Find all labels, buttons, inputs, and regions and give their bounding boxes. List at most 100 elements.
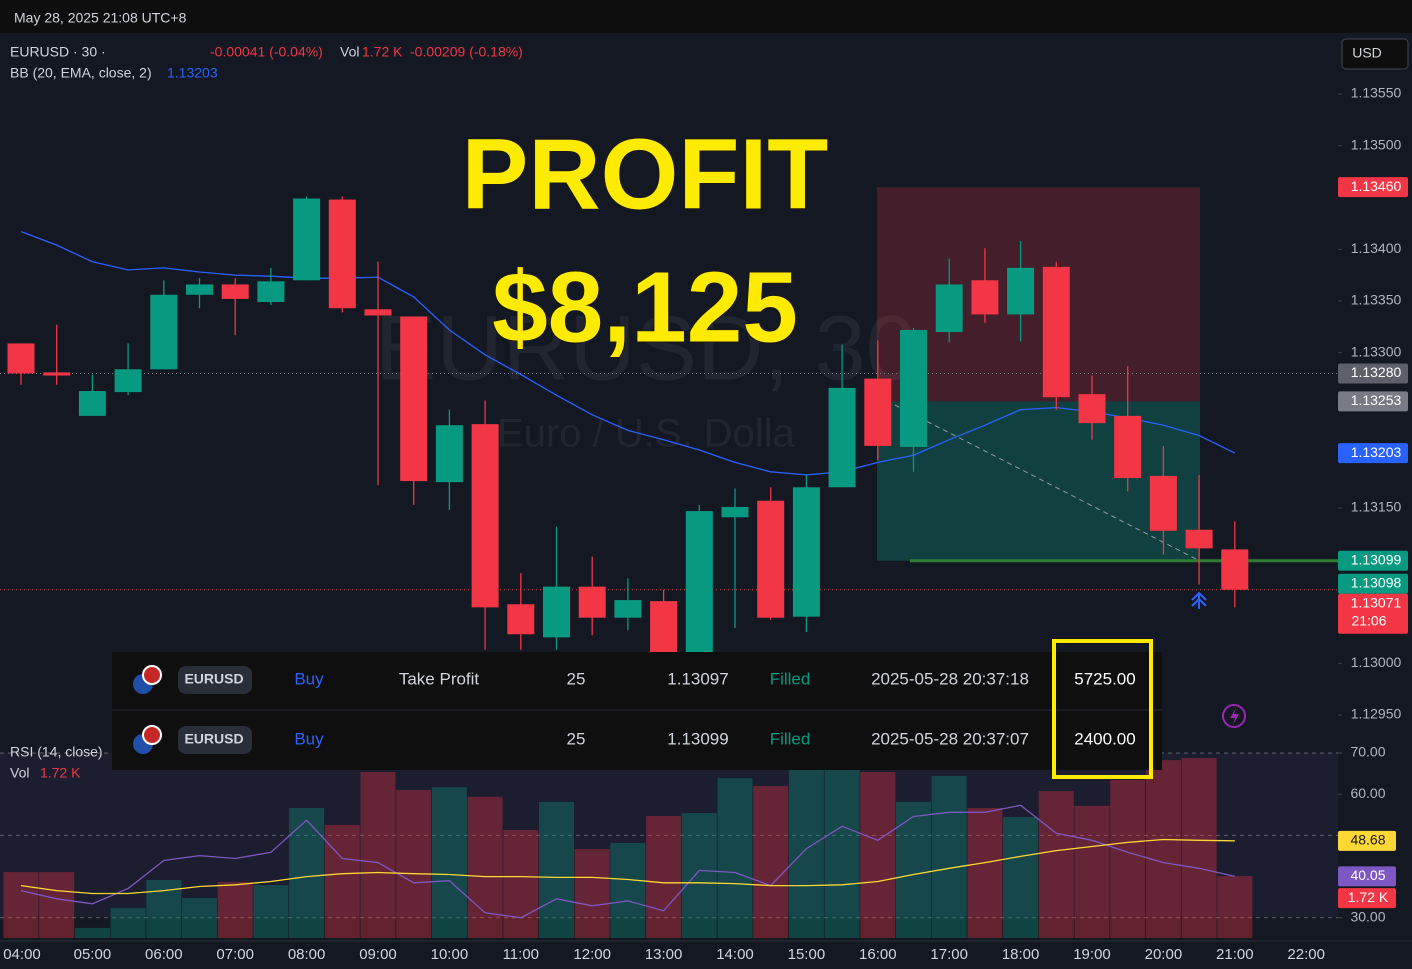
order-type: Take Profit [399, 669, 480, 688]
volume-bar [1110, 779, 1146, 938]
candle-body [971, 280, 999, 315]
orders-panel [112, 652, 1162, 770]
highlight-box [1052, 639, 1153, 779]
candle-body [293, 198, 321, 281]
axis-value-box [1338, 866, 1396, 887]
volume-bar [967, 808, 1003, 938]
candle-body [328, 199, 356, 309]
rsi-tick-label: 60.00 [1350, 785, 1385, 801]
legend-change: -0.00041 (-0.04%) [210, 44, 323, 60]
candle-body [1042, 266, 1070, 398]
price-label-box [1338, 177, 1408, 198]
price-label: 1.13099 [1351, 551, 1402, 567]
volume-bar [217, 881, 253, 938]
volume-bar [539, 801, 574, 938]
axis-value-box [1338, 830, 1396, 851]
order-side: Buy [294, 729, 324, 748]
price-label: 1.13203 [1351, 444, 1402, 460]
candle-body [7, 343, 35, 374]
candle-body [150, 294, 178, 370]
volume-bar [860, 772, 896, 938]
rsi-tick-label: 30.00 [1350, 908, 1385, 924]
order-qty: 25 [567, 669, 586, 688]
volume-bar [39, 872, 75, 938]
y-tick-label: 1.13400 [1351, 240, 1402, 256]
order-amount: 2400.00 [1074, 729, 1135, 748]
volume-bar [1038, 791, 1074, 938]
volume-bar [788, 769, 824, 938]
rsi-ma-label: 48.68 [1350, 832, 1385, 848]
legend-vol-label: Vol [340, 44, 359, 60]
volume-bar [717, 778, 753, 938]
volume-bar [1074, 805, 1110, 938]
candle-body [828, 387, 856, 488]
x-tick-label: 19:00 [1073, 946, 1111, 963]
volume-bar [396, 790, 432, 938]
candle-body [364, 309, 392, 316]
alert-icon[interactable] [1222, 704, 1246, 728]
watermark-symbol: EURUSD, 30 [375, 297, 917, 399]
volume-bar [1145, 760, 1181, 938]
top-bar [0, 0, 1412, 33]
rsi-legend: RSI (14, close) [10, 744, 103, 760]
candle-body [721, 506, 749, 518]
volume-bar [1003, 817, 1039, 938]
volume-bar [431, 787, 467, 938]
order-amount: 5725.00 [1074, 669, 1135, 688]
stop-zone [877, 187, 1200, 402]
y-tick-label: 1.13550 [1351, 85, 1402, 101]
candle-body [221, 284, 249, 299]
candle-body [650, 601, 678, 655]
volume-bar [610, 842, 646, 938]
target-zone [877, 401, 1200, 561]
price-label-box [1338, 573, 1408, 594]
volume-bar [1181, 757, 1217, 938]
candle-body [507, 604, 535, 635]
y-tick-label: 1.12950 [1351, 706, 1402, 722]
x-tick-label: 08:00 [288, 946, 326, 963]
price-label-box [1338, 443, 1408, 464]
currency[interactable]: USD [1352, 45, 1382, 61]
price-label: 1.13460 [1351, 178, 1402, 194]
y-tick-label: 1.13150 [1351, 499, 1402, 515]
y-tick-label: 1.13500 [1351, 136, 1402, 152]
watermark-description: Euro / U.S. Dolla [497, 412, 796, 456]
candle-body [935, 284, 963, 333]
price-label-box [1338, 391, 1408, 412]
profit-amount: $8,125 [492, 251, 798, 363]
x-tick-label: 12:00 [573, 946, 611, 963]
profit-title: PROFIT [462, 118, 829, 230]
candle-body [471, 424, 499, 608]
flag-us [142, 725, 162, 745]
price-label-box [1338, 363, 1408, 384]
volume-bar [681, 813, 717, 938]
candle-body [1149, 475, 1177, 531]
axis-value-box [1338, 888, 1396, 909]
order-time: 2025-05-28 20:37:18 [871, 669, 1029, 688]
countdown: 21:06 [1351, 612, 1386, 628]
x-tick-label: 09:00 [359, 946, 397, 963]
volume-legend-value: 1.72 K [40, 765, 81, 781]
symbol-pill [178, 726, 252, 754]
currency-button[interactable] [1341, 38, 1409, 70]
candle-body [1221, 549, 1249, 590]
candle-body [614, 600, 642, 618]
price-label: 1.13280 [1351, 364, 1402, 380]
candle-body [792, 487, 820, 617]
price-label: 1.13071 [1351, 594, 1402, 610]
volume-bar [253, 885, 289, 938]
x-tick-label: 13:00 [645, 946, 683, 963]
order-price: 1.13097 [667, 669, 728, 688]
candle-body [578, 586, 606, 618]
x-tick-label: 21:00 [1216, 946, 1254, 963]
volume-bar [3, 872, 39, 938]
alert-bolt [1230, 708, 1239, 725]
volume-bar [289, 808, 325, 938]
volume-bar [503, 829, 539, 938]
volume-bar [574, 849, 610, 938]
order-status: Filled [770, 729, 811, 748]
volume-bar [110, 908, 146, 938]
bb-legend: BB (20, EMA, close, 2) [10, 65, 152, 81]
